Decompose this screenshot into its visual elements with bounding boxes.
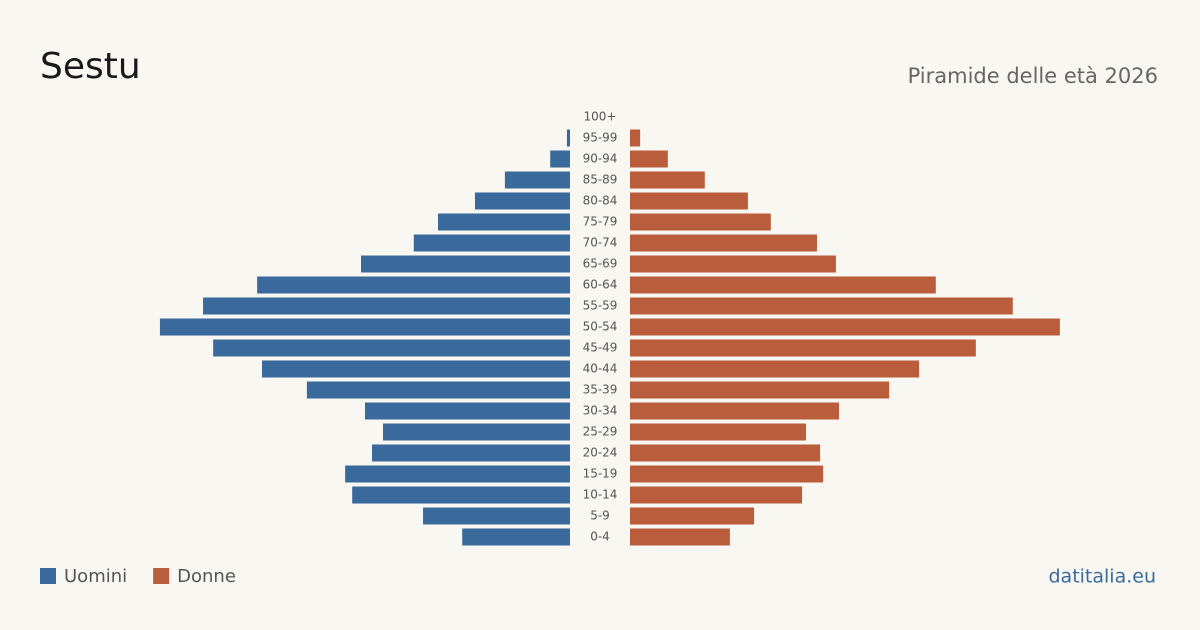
bar (630, 528, 730, 546)
bar (203, 297, 571, 315)
age-label: 90-94 (583, 152, 618, 166)
bar (364, 402, 570, 420)
bar (262, 360, 570, 378)
source[interactable]: datitalia.eu (1049, 566, 1157, 588)
bar (257, 276, 570, 294)
age-label: 50-54 (583, 320, 618, 334)
bar (352, 486, 570, 504)
bar (159, 318, 571, 336)
age-label: 75-79 (583, 215, 618, 229)
bar (213, 339, 570, 357)
bar (630, 192, 748, 210)
bar (413, 234, 570, 252)
bar (630, 276, 936, 294)
age-label: 10-14 (583, 488, 618, 502)
bar (383, 423, 570, 441)
bar (423, 507, 570, 525)
bar (474, 192, 570, 210)
bar (630, 318, 1060, 336)
bar (630, 150, 668, 168)
bar (630, 234, 817, 252)
bar (462, 528, 570, 546)
age-label: 20-24 (583, 446, 618, 460)
age-label: 70-74 (583, 236, 618, 250)
bar (630, 402, 839, 420)
bar (630, 423, 806, 441)
chart-subtitle: Piramide delle età 2026 (908, 64, 1158, 88)
age-label: 40-44 (583, 362, 618, 376)
legend-swatch (40, 568, 56, 584)
bar (630, 129, 641, 147)
age-label: 85-89 (583, 173, 618, 187)
age-label: 100+ (584, 110, 617, 124)
age-label: 60-64 (583, 278, 618, 292)
age-label: 0-4 (590, 530, 610, 544)
bar (372, 444, 570, 462)
age-label: 80-84 (583, 194, 618, 208)
chart-title: Sestu (40, 46, 141, 87)
bar (550, 150, 570, 168)
bar (306, 381, 570, 399)
bar (566, 129, 570, 147)
age-label: 5-9 (590, 509, 610, 523)
bar (630, 360, 920, 378)
bar (630, 339, 976, 357)
bar (630, 213, 771, 231)
bar (630, 465, 824, 483)
bar (504, 171, 570, 189)
age-label: 45-49 (583, 341, 618, 355)
bar (345, 465, 570, 483)
legend-swatch (153, 568, 170, 584)
age-label: 15-19 (583, 467, 618, 481)
bar (630, 171, 705, 189)
bar (630, 381, 890, 399)
age-label: 25-29 (583, 425, 618, 439)
age-label: 55-59 (583, 299, 618, 313)
legend-label: Donne (177, 566, 236, 587)
bar (630, 486, 803, 504)
age-label: 35-39 (583, 383, 618, 397)
bar (630, 507, 755, 525)
legend-label: Uomini (64, 566, 127, 587)
age-label: 65-69 (583, 257, 618, 271)
bar (630, 297, 1013, 315)
bar (438, 213, 570, 231)
bar (630, 255, 836, 273)
age-label: 95-99 (583, 131, 618, 145)
age-label: 30-34 (583, 404, 618, 418)
bar (630, 444, 821, 462)
bar (361, 255, 570, 273)
